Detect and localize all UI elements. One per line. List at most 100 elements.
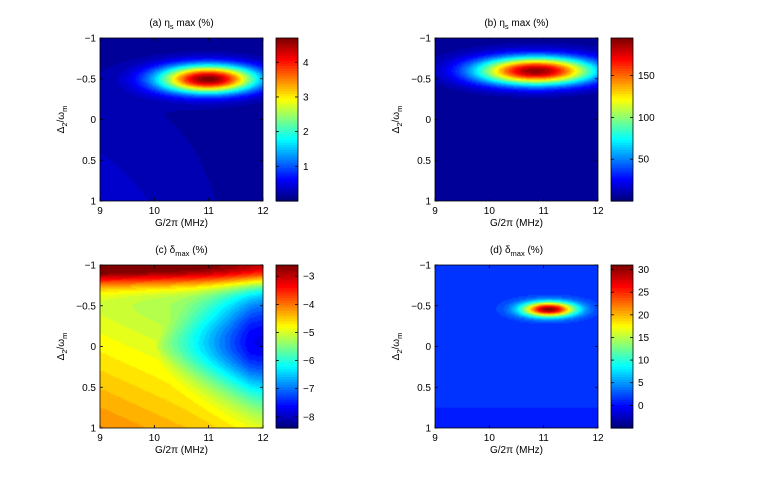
colorbar-swatch [611, 106, 633, 110]
colorbar-swatch [276, 40, 298, 44]
colorbar-swatch [276, 58, 298, 62]
colorbar-tick-label: −6 [303, 356, 315, 367]
colorbar-swatch [276, 170, 298, 174]
colorbar-swatch [611, 290, 633, 294]
colorbar-swatch [276, 101, 298, 105]
colorbar-swatch [276, 88, 298, 93]
colorbar-swatch [611, 180, 633, 184]
colorbar-swatch [276, 193, 298, 197]
colorbar-swatch [611, 425, 633, 429]
colorbar-swatch [611, 165, 633, 169]
colorbar-swatch [276, 374, 298, 378]
y-tick-label: 1 [425, 197, 431, 208]
colorbar-swatch [276, 270, 298, 274]
colorbar-swatch [611, 343, 633, 348]
colorbar-swatch [611, 155, 633, 159]
colorbar-swatch [276, 152, 298, 156]
colorbar-frame [610, 37, 634, 202]
colorbar-swatch [611, 379, 633, 383]
panel-b: 9 10 11 12 −1 −0.5 0 0.5 1 (b) ηs max (%) G/2π (MH… [391, 18, 655, 229]
colorbar-swatch [276, 338, 298, 343]
colorbar-swatch [611, 73, 633, 77]
colorbar-swatch [611, 346, 633, 350]
colorbar-swatch [611, 331, 633, 335]
colorbar-swatch [611, 280, 633, 284]
colorbar-swatch [611, 415, 633, 419]
colorbar-swatch [276, 48, 298, 52]
colorbar-swatch [276, 155, 298, 159]
y-tick-label: 1 [425, 424, 431, 435]
colorbar-swatch [276, 134, 298, 138]
colorbar-swatch [611, 137, 633, 141]
x-tick-label: 9 [97, 206, 103, 217]
colorbar-swatch [276, 132, 298, 136]
x-tick-label: 10 [149, 433, 161, 444]
colorbar-swatch [276, 282, 298, 286]
colorbar-swatch [276, 303, 298, 307]
colorbar-swatch [611, 162, 633, 166]
colorbar-swatch [276, 188, 298, 192]
x-axis-label: G/2π (MHz) [490, 218, 543, 229]
colorbar-swatch [276, 341, 298, 345]
colorbar-swatch [611, 50, 633, 54]
colorbar-swatch [276, 412, 298, 416]
colorbar-swatch [611, 275, 633, 279]
colorbar-swatch [276, 287, 298, 292]
colorbar-swatch [611, 152, 633, 156]
colorbar-swatch [276, 425, 298, 429]
colorbar-swatch [276, 323, 298, 327]
colorbar-swatch [276, 405, 298, 409]
colorbar-tick-label: 3 [303, 92, 309, 103]
colorbar-swatch [276, 99, 298, 103]
colorbar-swatch [611, 417, 633, 421]
colorbar-swatch [611, 412, 633, 416]
colorbar-swatch [276, 333, 298, 337]
y-tick-label: 1 [90, 424, 96, 435]
colorbar-swatch [276, 127, 298, 131]
colorbar-swatch [276, 315, 298, 320]
colorbar-swatch [276, 165, 298, 169]
y-axis-label: Δ2/ωm [56, 106, 69, 134]
colorbar-swatch [611, 267, 633, 271]
colorbar-swatch [276, 178, 298, 182]
colorbar-swatch [611, 333, 633, 337]
colorbar-swatch [611, 282, 633, 286]
colorbar-swatch [611, 157, 633, 161]
colorbar-swatch [611, 295, 633, 299]
colorbar-swatch [611, 359, 633, 363]
heatmap-image [100, 265, 263, 428]
colorbar-swatch [611, 277, 633, 281]
colorbar-tick-label: 100 [638, 113, 655, 124]
colorbar-swatch [611, 188, 633, 192]
colorbar-swatch [276, 364, 298, 368]
colorbar-swatch [611, 384, 633, 388]
colorbar-swatch [276, 111, 298, 116]
colorbar-swatch [611, 78, 633, 82]
x-tick-label: 10 [484, 206, 496, 217]
colorbar-swatch [276, 183, 298, 187]
colorbar-swatch [276, 371, 298, 376]
colorbar-swatch [611, 300, 633, 304]
colorbar-tick-label: −4 [303, 300, 315, 311]
colorbar-swatch [276, 198, 298, 202]
colorbar-swatch [611, 122, 633, 126]
colorbar-swatch [611, 336, 633, 340]
colorbar-swatch [611, 377, 633, 381]
colorbar-swatch [611, 96, 633, 100]
colorbar-swatch [276, 394, 298, 399]
colorbar-swatch [611, 361, 633, 365]
colorbar-swatch [611, 38, 633, 42]
colorbar-swatch [276, 175, 298, 179]
colorbar-tick-label: −8 [303, 412, 315, 423]
colorbar-swatch [611, 144, 633, 149]
colorbar-swatch [611, 76, 633, 80]
colorbar-swatch [611, 374, 633, 378]
colorbar-swatch [276, 277, 298, 281]
colorbar-swatch [276, 313, 298, 317]
colorbar-swatch [611, 43, 633, 47]
x-tick-label: 12 [257, 206, 269, 217]
colorbar-swatch [611, 40, 633, 44]
colorbar-swatch [276, 157, 298, 161]
y-tick-label: 0.5 [417, 156, 431, 167]
